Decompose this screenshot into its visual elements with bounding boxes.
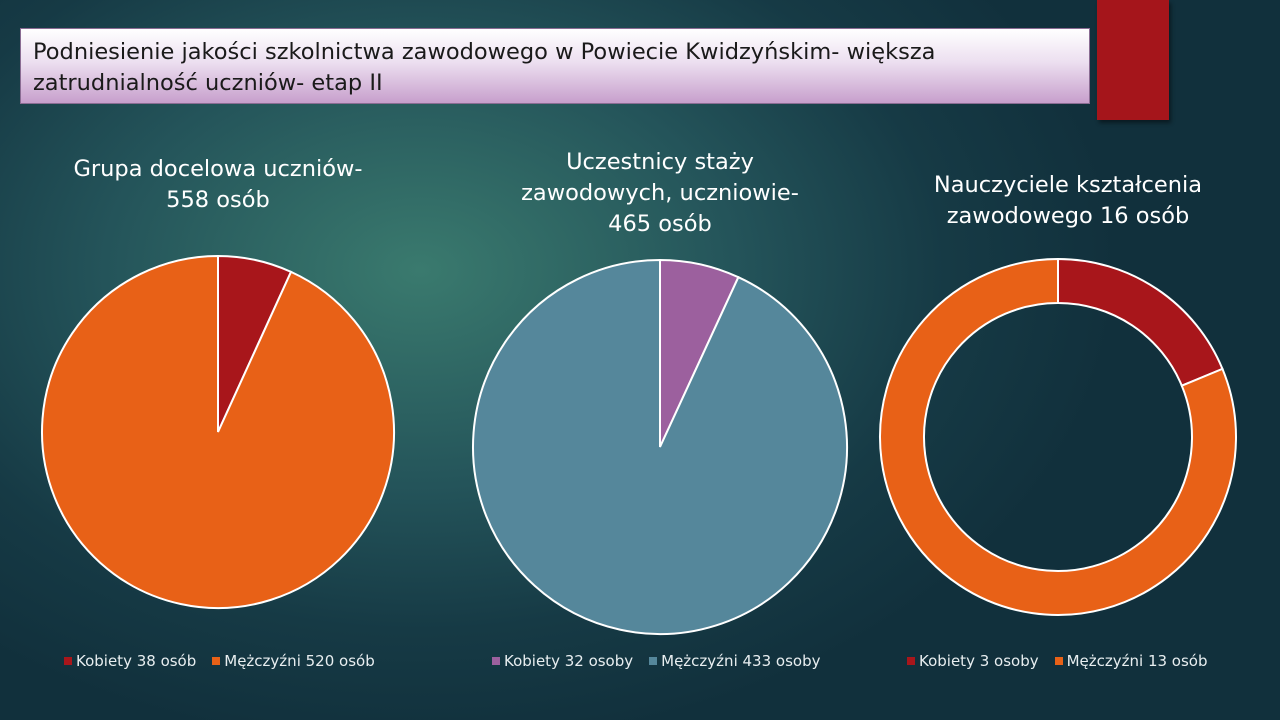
- legend-label: Mężczyźni 433 osoby: [661, 652, 821, 670]
- legend-swatch: [907, 657, 915, 665]
- legend-label: Mężczyźni 13 osób: [1066, 652, 1208, 670]
- legend-swatch: [64, 657, 72, 665]
- legend-label: Mężczyźni 520 osób: [224, 652, 375, 670]
- legend-interns: Kobiety 32 osoby Mężczyźni 433 osoby: [492, 652, 820, 670]
- pie-slice-mezczyzni: [41, 254, 395, 609]
- legend-item: Kobiety 3 osoby: [907, 652, 1039, 670]
- chart-title-teachers: Nauczyciele kształcenia zawodowego 16 os…: [933, 172, 1203, 229]
- legend-students: Kobiety 38 osób Mężczyźni 520 osób: [64, 652, 375, 670]
- pie-slice-mezczyzni: [472, 258, 848, 635]
- pie-slice-kobiety: [1057, 257, 1224, 388]
- legend-item: Mężczyźni 433 osoby: [649, 652, 820, 670]
- legend-swatch: [492, 657, 500, 665]
- legend-swatch: [1054, 657, 1063, 665]
- slide-title: Podniesienie jakości szkolnictwa zawodow…: [20, 28, 1090, 104]
- decorative-red-bar: [1097, 0, 1169, 120]
- legend-item: Kobiety 38 osób: [64, 652, 196, 670]
- pie-slice-mezczyzni: [879, 257, 1237, 616]
- legend-item: Kobiety 32 osoby: [492, 652, 633, 670]
- legend-label: Kobiety 3 osoby: [919, 652, 1039, 670]
- legend-label: Kobiety 38 osób: [76, 652, 197, 670]
- legend-swatch: [649, 657, 658, 665]
- legend-label: Kobiety 32 osoby: [504, 652, 634, 670]
- chart-title-interns: Uczestnicy staży zawodowych, uczniowie- …: [521, 149, 799, 237]
- legend-item: Mężczyźni 520 osób: [212, 652, 375, 670]
- chart-title-students: Grupa docelowa uczniów- 558 osób: [73, 156, 363, 213]
- legend-item: Mężczyźni 13 osób: [1054, 652, 1208, 670]
- legend-swatch: [212, 657, 221, 665]
- legend-teachers: Kobiety 3 osoby Mężczyźni 13 osób: [907, 652, 1208, 670]
